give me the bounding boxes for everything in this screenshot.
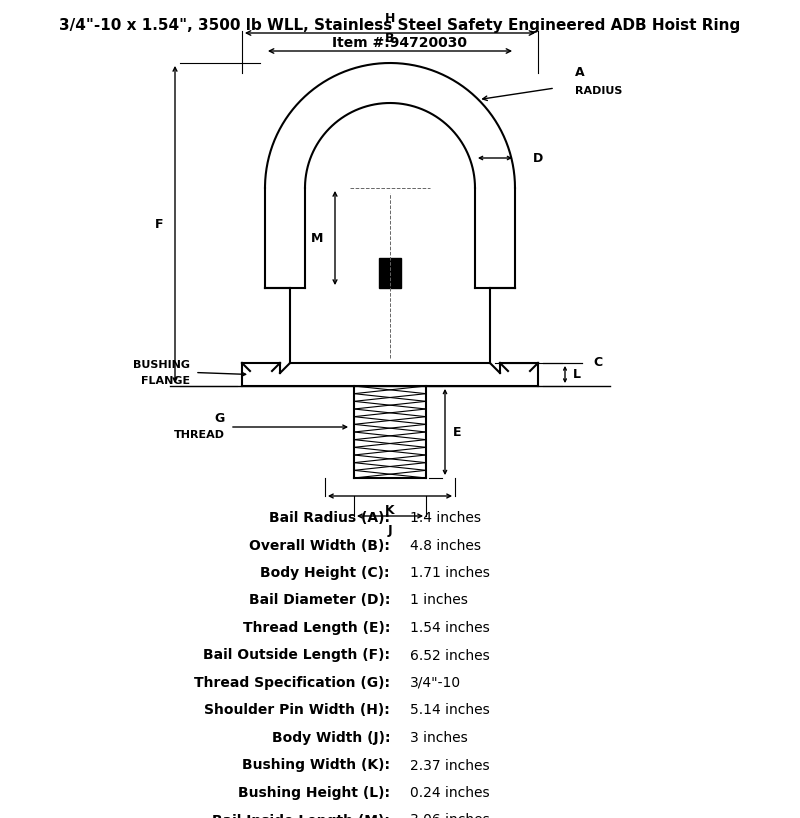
Text: 1.71 inches: 1.71 inches (410, 566, 490, 580)
Text: 3/4"-10: 3/4"-10 (410, 676, 461, 690)
Text: C: C (593, 357, 602, 370)
Text: 0.24 inches: 0.24 inches (410, 786, 490, 800)
Text: RADIUS: RADIUS (575, 86, 622, 96)
Text: BUSHING: BUSHING (133, 359, 190, 370)
Text: 6.52 inches: 6.52 inches (410, 649, 490, 663)
Text: 1.54 inches: 1.54 inches (410, 621, 490, 635)
Text: Shoulder Pin Width (H):: Shoulder Pin Width (H): (204, 703, 390, 717)
Text: M: M (310, 231, 323, 245)
Text: G: G (214, 412, 225, 425)
Text: 3.06 inches: 3.06 inches (410, 813, 490, 818)
Text: 2.37 inches: 2.37 inches (410, 758, 490, 772)
Text: D: D (533, 151, 543, 164)
Text: Body Width (J):: Body Width (J): (271, 731, 390, 745)
Text: Bail Diameter (D):: Bail Diameter (D): (249, 594, 390, 608)
Text: 3 inches: 3 inches (410, 731, 468, 745)
Text: 3/4"-10 x 1.54", 3500 lb WLL, Stainless Steel Safety Engineered ADB Hoist Ring: 3/4"-10 x 1.54", 3500 lb WLL, Stainless … (59, 18, 741, 33)
Text: 1.4 inches: 1.4 inches (410, 511, 481, 525)
Text: Overall Width (B):: Overall Width (B): (249, 538, 390, 552)
Text: L: L (573, 368, 581, 381)
Text: Item #:94720030: Item #:94720030 (333, 36, 467, 50)
Bar (379, 258, 401, 288)
Text: A: A (575, 66, 585, 79)
Text: B: B (386, 32, 394, 45)
Text: E: E (453, 425, 462, 438)
Text: Bail Radius (A):: Bail Radius (A): (269, 511, 390, 525)
Text: Thread Specification (G):: Thread Specification (G): (194, 676, 390, 690)
Text: K: K (385, 504, 395, 517)
Text: H: H (385, 12, 395, 25)
Text: Bushing Height (L):: Bushing Height (L): (238, 786, 390, 800)
Text: 4.8 inches: 4.8 inches (410, 538, 481, 552)
Text: J: J (388, 524, 392, 537)
Text: Bail Inside Length (M):: Bail Inside Length (M): (212, 813, 390, 818)
Text: 1 inches: 1 inches (410, 594, 468, 608)
Text: 5.14 inches: 5.14 inches (410, 703, 490, 717)
Text: Bail Outside Length (F):: Bail Outside Length (F): (203, 649, 390, 663)
Text: Body Height (C):: Body Height (C): (261, 566, 390, 580)
Text: Bushing Width (K):: Bushing Width (K): (242, 758, 390, 772)
Text: F: F (154, 218, 163, 231)
Text: THREAD: THREAD (174, 430, 225, 440)
Text: FLANGE: FLANGE (141, 376, 190, 386)
Text: Thread Length (E):: Thread Length (E): (242, 621, 390, 635)
